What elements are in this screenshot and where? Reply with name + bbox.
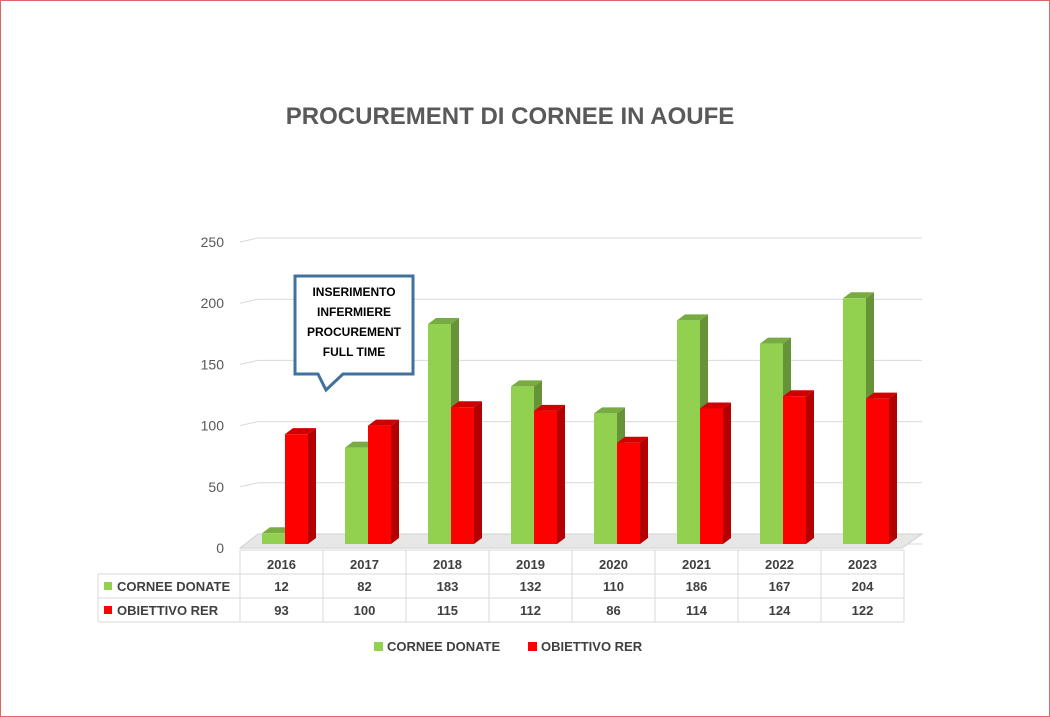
bar [594,413,617,544]
bar [677,320,700,544]
bar-side [391,419,399,544]
bar-top [866,392,897,399]
callout-text-line: PROCUREMENT [307,325,402,339]
bar-top [368,419,399,426]
y-tick-label: 100 [201,418,225,434]
bar-top [511,380,542,387]
bar [534,410,557,544]
table-cell-value: 122 [852,603,874,618]
bar-side [806,390,814,544]
x-tick-label: 2023 [848,557,877,572]
table-cell-value: 100 [354,603,376,618]
bar-top [843,292,874,299]
y-tick-label: 150 [201,356,225,372]
bars [262,292,897,544]
bar [428,324,451,544]
chart-title: PROCUREMENT DI CORNEE IN AOUFE [286,103,734,130]
bar [511,386,534,544]
bar-side [474,401,482,544]
bar [451,407,474,544]
y-axis: 0 50 100 150 200 250 [201,234,225,556]
bar-side [640,436,648,544]
table-series-label: CORNEE DONATE [117,579,230,594]
chart-floor [238,533,924,549]
callout-text-line: INFERMIERE [317,305,391,319]
y-tick-label: 0 [216,540,224,556]
legend: CORNEE DONATE OBIETTIVO RER [374,639,643,654]
gridline-depth [239,421,259,427]
legend-label: CORNEE DONATE [387,639,500,654]
y-tick-label: 50 [208,479,224,495]
data-table: 2016 2017 2018 2019 2020 2021 2022 2023 CORNEE D… [97,549,905,623]
table-legend-key [104,606,112,614]
bar [368,425,391,544]
bar-top [534,404,565,411]
table-cell-value: 132 [520,579,542,594]
y-tick-label: 250 [201,234,225,250]
bar [617,442,640,544]
callout-box [293,274,415,393]
annotation-callout: INSERIMENTO INFERMIERE PROCUREMENT FULL TIM… [293,274,415,393]
bar-top [760,337,791,344]
table-cell-value: 114 [686,603,708,618]
bar [783,396,806,544]
bar-top [617,436,648,443]
bar [700,408,723,544]
table-cell-value: 82 [357,579,371,594]
table-cell-value: 110 [603,579,624,594]
x-tick-label: 2018 [433,557,462,572]
bar-top [285,428,316,435]
bar-side [723,402,731,544]
bar [843,298,866,544]
table-cell-value: 204 [852,579,874,594]
table-cell-value: 167 [769,579,791,594]
bar [345,447,368,544]
legend-label: OBIETTIVO RER [541,639,643,654]
table-cell-value: 93 [274,603,288,618]
gridline-depth [239,482,259,488]
gridline-depth [239,298,259,304]
bar-top [783,390,814,397]
y-tick-label: 200 [201,295,225,311]
bar [285,434,308,544]
gridline-depth [239,237,259,243]
table-cell-value: 12 [274,579,288,594]
x-tick-label: 2017 [350,557,379,572]
x-tick-label: 2019 [516,557,545,572]
table-cell-value: 115 [437,603,458,618]
table-cell-value: 124 [769,603,791,618]
table-series-label: OBIETTIVO RER [117,603,219,618]
table-legend-key [104,582,112,590]
table-cell-value: 183 [437,579,459,594]
table-cell-value: 186 [686,579,708,594]
callout-text-line: INSERIMENTO [312,285,395,299]
legend-swatch [374,642,383,651]
bar-top [677,314,708,321]
bar-top [700,402,731,409]
bar [866,398,889,544]
bar-side [308,428,316,544]
x-tick-label: 2016 [267,557,296,572]
bar-top [428,318,459,325]
bar [262,533,285,544]
x-tick-label: 2020 [599,557,628,572]
bar [760,343,783,544]
callout-text-line: FULL TIME [323,345,385,359]
x-tick-label: 2021 [682,557,711,572]
x-tick-label: 2022 [765,557,794,572]
legend-swatch [528,642,537,651]
bar-top [594,407,625,414]
bar-top [451,401,482,408]
bar-side [557,404,565,544]
bar-side [889,392,897,544]
gridline-depth [239,359,259,365]
table-cell-value: 86 [606,603,620,618]
table-cell-value: 112 [520,603,541,618]
